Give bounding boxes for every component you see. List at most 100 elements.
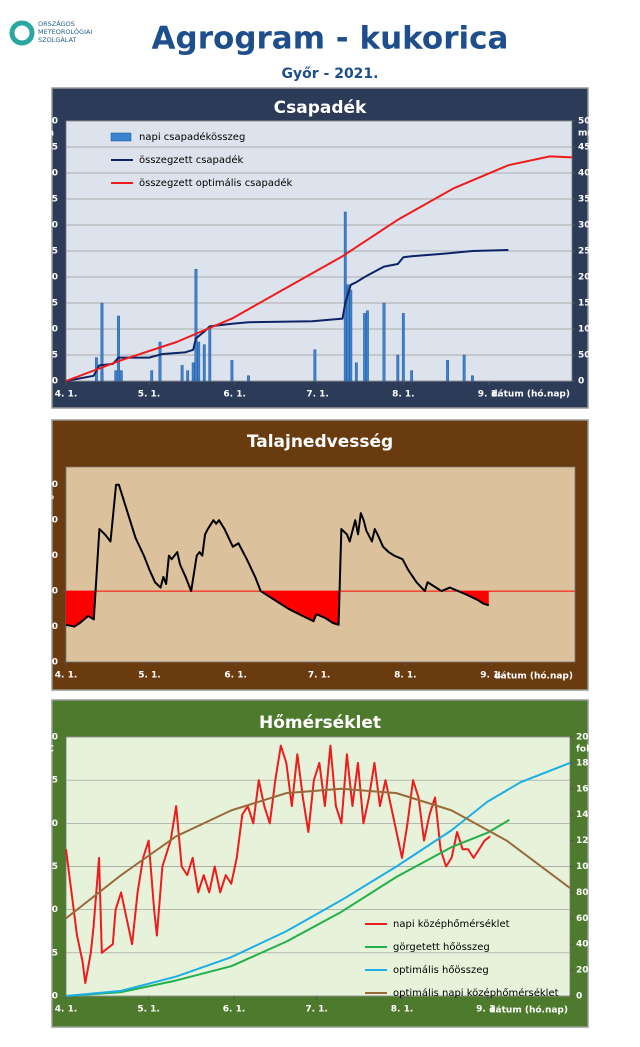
y-tick-label: 0 (52, 377, 58, 387)
y-tick-label: 20 (45, 819, 58, 829)
x-tick-label: 8. 1. (391, 1005, 414, 1015)
x-tick-label: 8. 1. (394, 671, 417, 681)
x-axis-label: dátum (hó.nap) (494, 671, 573, 682)
bar (158, 341, 162, 382)
logo-text: METEOROLÓGIAI (38, 27, 92, 36)
y2-tick-label: 1000 (576, 862, 601, 872)
bar (471, 375, 474, 382)
bar (230, 360, 234, 382)
bar (365, 310, 369, 382)
bar (462, 354, 466, 382)
x-axis-label: dátum (hó.nap) (489, 1005, 568, 1016)
y-tick-label: 0 (52, 992, 58, 1002)
y2-tick-label: 1600 (576, 784, 601, 794)
y-tick-label: 40 (45, 169, 58, 179)
y-tick-label: 40 (45, 587, 58, 597)
x-tick-label: 5. 1. (138, 671, 161, 681)
page-subtitle: Győr - 2021. (282, 66, 379, 82)
bar (382, 302, 386, 382)
bar (186, 370, 190, 382)
legend-label: görgetett hőösszeg (393, 941, 490, 953)
y2-tick-label: 0 (578, 377, 584, 387)
x-tick-label: 4. 1. (55, 671, 78, 681)
y2-tick-label: 400 (576, 940, 595, 950)
bar (150, 370, 154, 382)
bar (396, 354, 400, 382)
y2-tick-label: 250 (578, 247, 597, 257)
y-tick-label: 50 (45, 117, 58, 127)
y-tick-label: 0 (52, 658, 58, 668)
line (65, 761, 571, 997)
y-tick-label: 60 (45, 551, 58, 561)
y2-unit: foknap (576, 745, 612, 755)
bar (363, 313, 367, 382)
legend-label: napi középhőmérséklet (393, 918, 510, 930)
y-unit: % (45, 492, 54, 502)
y-tick-label: 5 (52, 948, 58, 958)
bar (208, 326, 212, 382)
y-tick-label: 45 (45, 143, 58, 153)
y-tick-label: 25 (45, 247, 58, 257)
y-tick-label: 15 (45, 862, 58, 872)
line (65, 819, 510, 997)
bar (343, 211, 347, 382)
bar (117, 315, 120, 382)
y-tick-label: 80 (45, 516, 58, 526)
y2-tick-label: 150 (578, 299, 597, 309)
bar (180, 365, 184, 382)
y2-tick-label: 500 (578, 117, 597, 127)
page-title: Agrogram - kukorica (152, 21, 509, 57)
logo-text: SZOLGÁLAT (38, 35, 77, 44)
x-tick-label: 4. 1. (55, 1005, 78, 1015)
x-tick-label: 4. 1. (55, 390, 78, 400)
y-tick-label: 30 (45, 733, 58, 743)
bar (401, 313, 405, 382)
x-tick-label: 9. 1. (478, 390, 501, 400)
y2-tick-label: 2000 (576, 733, 601, 743)
y-tick-label: 25 (45, 776, 58, 786)
bar (197, 341, 201, 382)
y-tick-label: 20 (45, 273, 58, 283)
x-tick-label: 6. 1. (223, 1005, 246, 1015)
x-tick-label: 7. 1. (306, 390, 329, 400)
y-tick-label: 35 (45, 195, 58, 205)
x-tick-label: 7. 1. (305, 1005, 328, 1015)
bar (346, 284, 350, 382)
y2-tick-label: 350 (578, 195, 597, 205)
y-tick-label: 5 (52, 351, 58, 361)
bar (354, 362, 358, 382)
y2-tick-label: 0 (576, 992, 582, 1002)
legend-label: optimális napi középhőmérséklet (393, 987, 559, 999)
y2-tick-label: 300 (578, 221, 597, 231)
y-tick-label: 10 (45, 905, 58, 915)
chart-title: Csapadék (274, 98, 367, 118)
deficit-area (66, 591, 489, 627)
bar (191, 362, 195, 382)
y2-tick-label: 400 (578, 169, 597, 179)
bar (119, 370, 123, 382)
y-unit: °C (43, 745, 55, 755)
legend-label: összegzett csapadék (139, 154, 244, 166)
legend-label: optimális hőösszeg (393, 964, 489, 976)
legend-swatch (110, 132, 132, 142)
y2-tick-label: 50 (578, 351, 591, 361)
y-tick-label: 10 (45, 325, 58, 335)
bar (349, 289, 353, 382)
logo-text: ORSZÁGOS (38, 19, 75, 28)
bar (410, 370, 414, 382)
x-tick-label: 6. 1. (223, 390, 246, 400)
bar (202, 344, 206, 382)
chart-panel: Hőmérséklet 0 5 10 15 20 25 30 0 200 400 600 800 1000… (43, 699, 612, 1028)
y2-tick-label: 600 (576, 914, 595, 924)
chart-title: Talajnedvesség (247, 432, 393, 452)
bar (247, 375, 250, 382)
x-tick-label: 6. 1. (224, 671, 247, 681)
legend-label: napi csapadékösszeg (139, 131, 245, 143)
bar (114, 370, 118, 382)
y-unit: mm (35, 129, 54, 139)
logo: ORSZÁGOS METEOROLÓGIAI SZOLGÁLAT (9, 19, 92, 46)
y2-tick-label: 1800 (576, 758, 601, 768)
line (65, 155, 573, 382)
y2-tick-label: 450 (578, 143, 597, 153)
